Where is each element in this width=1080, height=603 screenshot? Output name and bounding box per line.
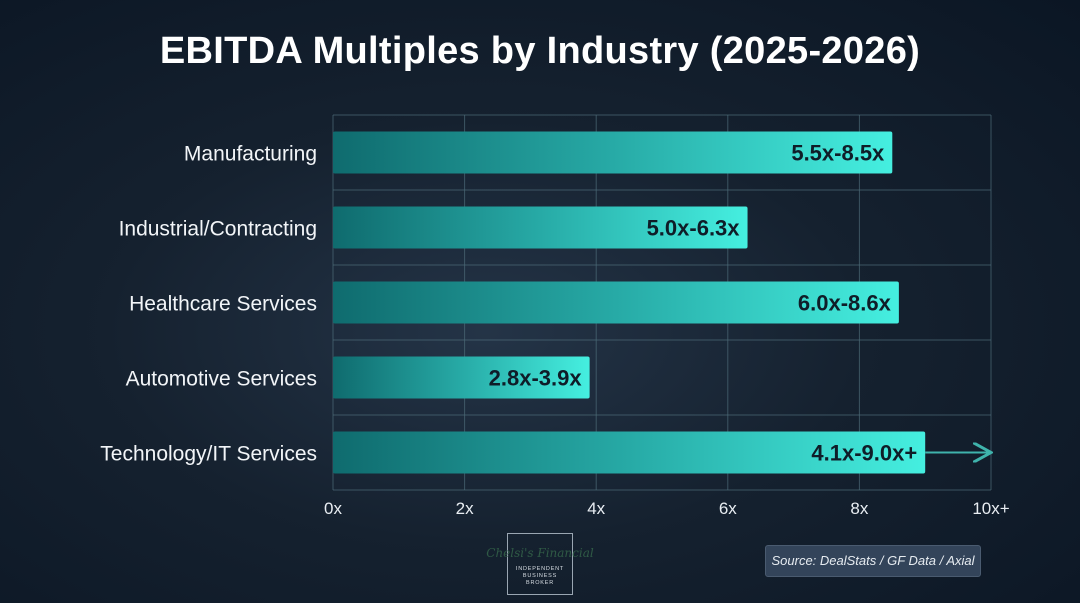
category-label: Manufacturing (184, 143, 317, 166)
data-label: 5.0x-6.3x (647, 216, 741, 241)
source-note: Source: DealStats / GF Data / Axial (765, 545, 981, 577)
bar (333, 356, 590, 399)
bar (333, 431, 926, 474)
x-tick-label: 8x (850, 499, 868, 518)
category-label: Technology/IT Services (100, 443, 317, 466)
x-tick-label: 2x (456, 499, 474, 518)
x-axis-ticks: 0x 2x 4x 6x 8x 10x+ (324, 499, 1010, 518)
data-label: 4.1x-9.0x+ (811, 441, 917, 466)
bar (333, 206, 748, 249)
x-tick-label: 6x (719, 499, 737, 518)
data-label: 5.5x-8.5x (791, 141, 885, 166)
logo-script: Chelsi's Financial (486, 546, 594, 560)
bars: 5.5x-8.5x 5.0x-6.3x 6.0x-8.6x 2.8x-3.9x 4.1x… (333, 131, 989, 474)
category-label: Automotive Services (126, 368, 317, 391)
data-label: 2.8x-3.9x (489, 366, 583, 391)
category-label: Healthcare Services (129, 293, 317, 316)
category-label: Industrial/Contracting (119, 218, 317, 241)
category-labels: Manufacturing Industrial/Contracting Healt… (100, 143, 317, 466)
bar (333, 281, 899, 324)
x-tick-label: 4x (587, 499, 605, 518)
bar (333, 131, 893, 174)
data-label: 6.0x-8.6x (798, 291, 892, 316)
logo-sub: INDEPENDENT BUSINESS BROKER (515, 566, 565, 586)
logo: Chelsi's Financial INDEPENDENT BUSINESS … (486, 533, 594, 595)
x-tick-label: 10x+ (972, 499, 1009, 518)
chart-title: EBITDA Multiples by Industry (2025-2026) (159, 30, 921, 72)
x-tick-label: 0x (324, 499, 342, 518)
